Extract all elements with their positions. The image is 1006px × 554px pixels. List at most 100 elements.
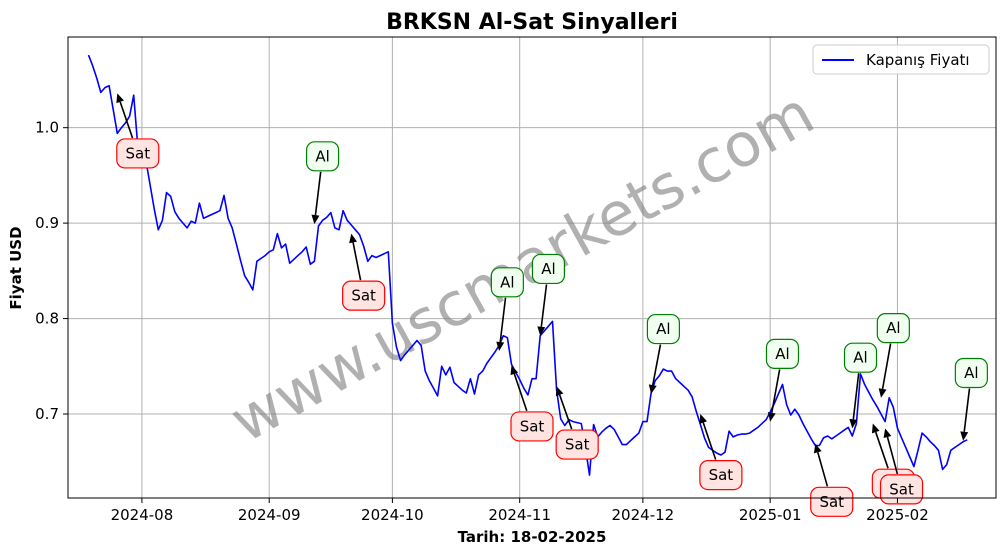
signal-arrow-head — [496, 341, 505, 352]
signal-arrow-head — [555, 386, 564, 397]
price-series-line — [87, 54, 968, 476]
buy-signal: Al — [531, 253, 566, 336]
x-tick-label: 2024-08 — [111, 506, 174, 524]
chart-title: BRKSN Al-Sat Sinyalleri — [386, 10, 678, 35]
signal-arrow-shaft — [314, 171, 322, 216]
sell-signal: Sat — [342, 233, 386, 311]
signal-arrow-head — [311, 214, 320, 225]
x-tick-label: 2024-11 — [488, 506, 551, 524]
y-tick-label: 0.7 — [35, 405, 59, 423]
signal-arrow-shaft — [881, 343, 892, 390]
signal-label-box — [342, 280, 386, 311]
signal-label-box — [305, 141, 340, 172]
signal-arrow-head — [878, 388, 887, 398]
signal-arrow-shaft — [874, 431, 889, 469]
signal-label-text: Al — [315, 147, 329, 165]
signal-label-text: Al — [500, 273, 514, 291]
signal-label-text: Al — [964, 364, 978, 382]
signal-label-text: Sat — [520, 417, 545, 435]
signal-label-text: Sat — [565, 436, 590, 454]
signal-label-box — [510, 411, 554, 442]
signal-label-text: Al — [775, 345, 789, 363]
y-axis-ticks: 0.7 0.8 0.9 1.0 — [35, 119, 68, 423]
sell-signal: Sat — [699, 414, 743, 491]
signal-label-text: Sat — [709, 466, 734, 484]
buy-signal: Al — [876, 313, 910, 398]
buy-signal: Al — [490, 267, 524, 352]
x-tick-label: 2025-02 — [866, 506, 929, 524]
signal-arrow-head — [813, 443, 822, 454]
signal-label-text: Al — [541, 260, 555, 278]
signal-annotations: SatAlSatAlSatAlSatAlSatAlSatAlSatAlSatAl — [116, 93, 988, 517]
buy-signal: Al — [843, 342, 878, 429]
signal-arrow-shaft — [852, 373, 860, 420]
signal-arrow-shaft — [513, 373, 528, 412]
series-layer — [87, 54, 968, 476]
x-axis-label: Tarih: 18-02-2025 — [458, 528, 607, 546]
signal-arrow-shaft — [886, 436, 899, 475]
buy-signal: Al — [305, 141, 340, 225]
signal-label-box — [116, 138, 160, 169]
buy-signal: Al — [765, 338, 800, 422]
signal-arrow-shaft — [963, 388, 971, 432]
signal-label-box — [876, 313, 910, 344]
signal-label-text: Sat — [351, 287, 376, 305]
signal-label-box — [490, 267, 524, 298]
signal-arrow-head — [871, 423, 880, 434]
legend-box — [812, 44, 990, 75]
signal-label-box — [810, 486, 854, 517]
signal-label-box — [843, 342, 878, 373]
signal-label-box — [879, 474, 924, 505]
signal-arrow-head — [510, 365, 519, 376]
legend: Kapanış Fiyatı — [812, 44, 990, 75]
signal-label-text: Sat — [819, 493, 844, 511]
signal-label-text: Al — [886, 319, 900, 337]
signal-arrow-head — [648, 384, 657, 394]
signal-label-box — [954, 357, 988, 389]
x-tick-label: 2024-10 — [361, 506, 424, 524]
signal-arrow-head — [116, 93, 124, 104]
signal-arrow-head — [767, 412, 776, 422]
signal-label-text: Al — [853, 349, 867, 367]
signal-arrow-head — [537, 326, 546, 336]
signal-arrow-head — [960, 431, 969, 441]
signal-arrow-shaft — [540, 284, 548, 327]
grid-lines — [68, 37, 996, 498]
y-axis-label: Fiyat USD — [7, 226, 25, 309]
signal-label-text: Al — [656, 320, 670, 338]
signal-label-box — [646, 313, 680, 345]
x-axis-ticks: 2024-08 2024-09 2024-10 2024-11 2024-12 2025-… — [111, 498, 929, 524]
buy-signal: Al — [646, 313, 680, 394]
signal-label-box — [555, 429, 599, 460]
buy-signal: Al — [954, 357, 988, 441]
sell-signal: Sat — [116, 93, 160, 169]
legend-label: Kapanış Fiyatı — [866, 51, 970, 69]
signal-arrow-head — [849, 418, 858, 429]
plot-frame — [67, 36, 997, 499]
y-tick-label: 0.8 — [35, 310, 59, 328]
signal-arrow-shaft — [651, 344, 662, 386]
signal-arrow-shaft — [702, 422, 717, 460]
signal-arrow-shaft — [817, 452, 829, 487]
sell-signal: Sat — [810, 443, 854, 517]
signal-arrow-head — [699, 414, 708, 424]
signal-arrow-shaft — [558, 394, 573, 430]
sell-signal: Sat — [510, 365, 554, 442]
signal-arrow-shaft — [352, 242, 362, 281]
signal-arrow-head — [349, 233, 358, 244]
signal-label-box — [531, 253, 566, 285]
x-tick-label: 2024-12 — [612, 506, 675, 524]
sell-signal: Sat — [879, 428, 924, 505]
x-tick-label: 2025-01 — [739, 506, 802, 524]
signal-label-text: Sat — [889, 480, 914, 498]
signal-label-box — [699, 459, 743, 491]
signal-arrow-shaft — [499, 297, 507, 343]
y-tick-label: 0.9 — [35, 214, 59, 232]
signal-label-text: Sat — [126, 144, 151, 162]
x-tick-label: 2024-09 — [238, 506, 301, 524]
signal-label-box — [765, 338, 800, 369]
y-tick-label: 1.0 — [35, 119, 59, 137]
signal-arrow-shaft — [770, 369, 781, 413]
sell-signal: Sat — [555, 386, 599, 460]
